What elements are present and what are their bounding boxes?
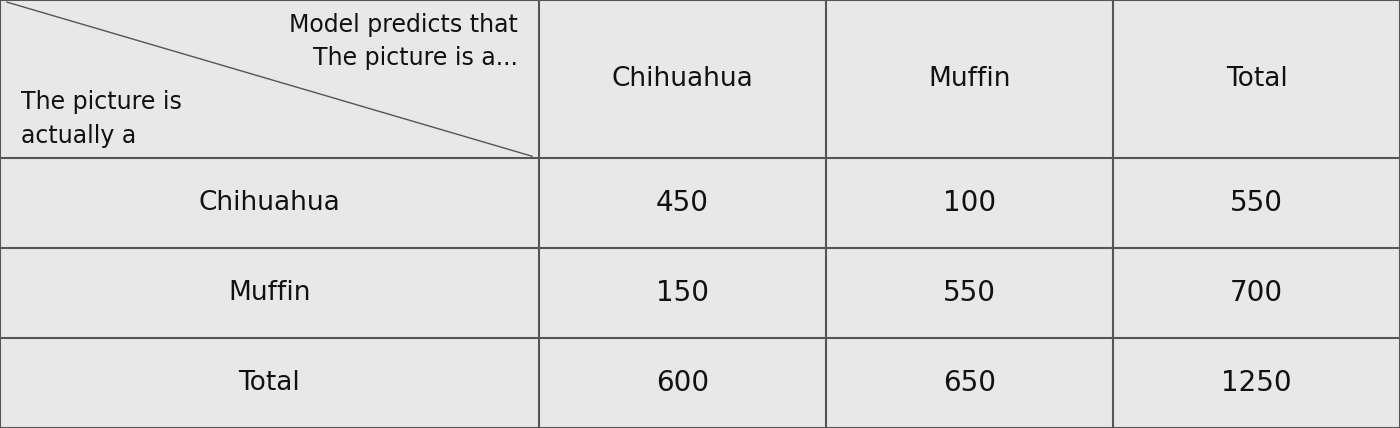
Text: Model predicts that
The picture is a...: Model predicts that The picture is a... (290, 13, 518, 70)
Text: 650: 650 (944, 369, 995, 397)
Bar (826, 248, 1113, 338)
Text: 100: 100 (944, 189, 995, 217)
Text: The picture is
actually a: The picture is actually a (21, 90, 182, 148)
Bar (539, 338, 826, 428)
Text: 1250: 1250 (1221, 369, 1292, 397)
Bar (826, 338, 1113, 428)
Bar (1113, 0, 1400, 158)
Text: Total: Total (238, 370, 301, 396)
Bar (1113, 158, 1400, 248)
Text: 450: 450 (657, 189, 708, 217)
Bar (0, 0, 539, 158)
Text: Chihuahua: Chihuahua (612, 66, 753, 92)
Text: 550: 550 (944, 279, 995, 307)
Bar (0, 338, 539, 428)
Bar (0, 158, 539, 248)
Bar (826, 0, 1113, 158)
Text: Total: Total (1225, 66, 1288, 92)
Bar (539, 0, 826, 158)
Bar (1113, 338, 1400, 428)
Bar (0, 248, 539, 338)
Bar (539, 158, 826, 248)
Bar (1113, 248, 1400, 338)
Text: Chihuahua: Chihuahua (199, 190, 340, 216)
Text: 700: 700 (1231, 279, 1282, 307)
Text: 600: 600 (657, 369, 708, 397)
Text: Muffin: Muffin (228, 280, 311, 306)
Text: 150: 150 (657, 279, 708, 307)
Text: 550: 550 (1231, 189, 1282, 217)
Bar (826, 158, 1113, 248)
Bar (539, 248, 826, 338)
Text: Muffin: Muffin (928, 66, 1011, 92)
